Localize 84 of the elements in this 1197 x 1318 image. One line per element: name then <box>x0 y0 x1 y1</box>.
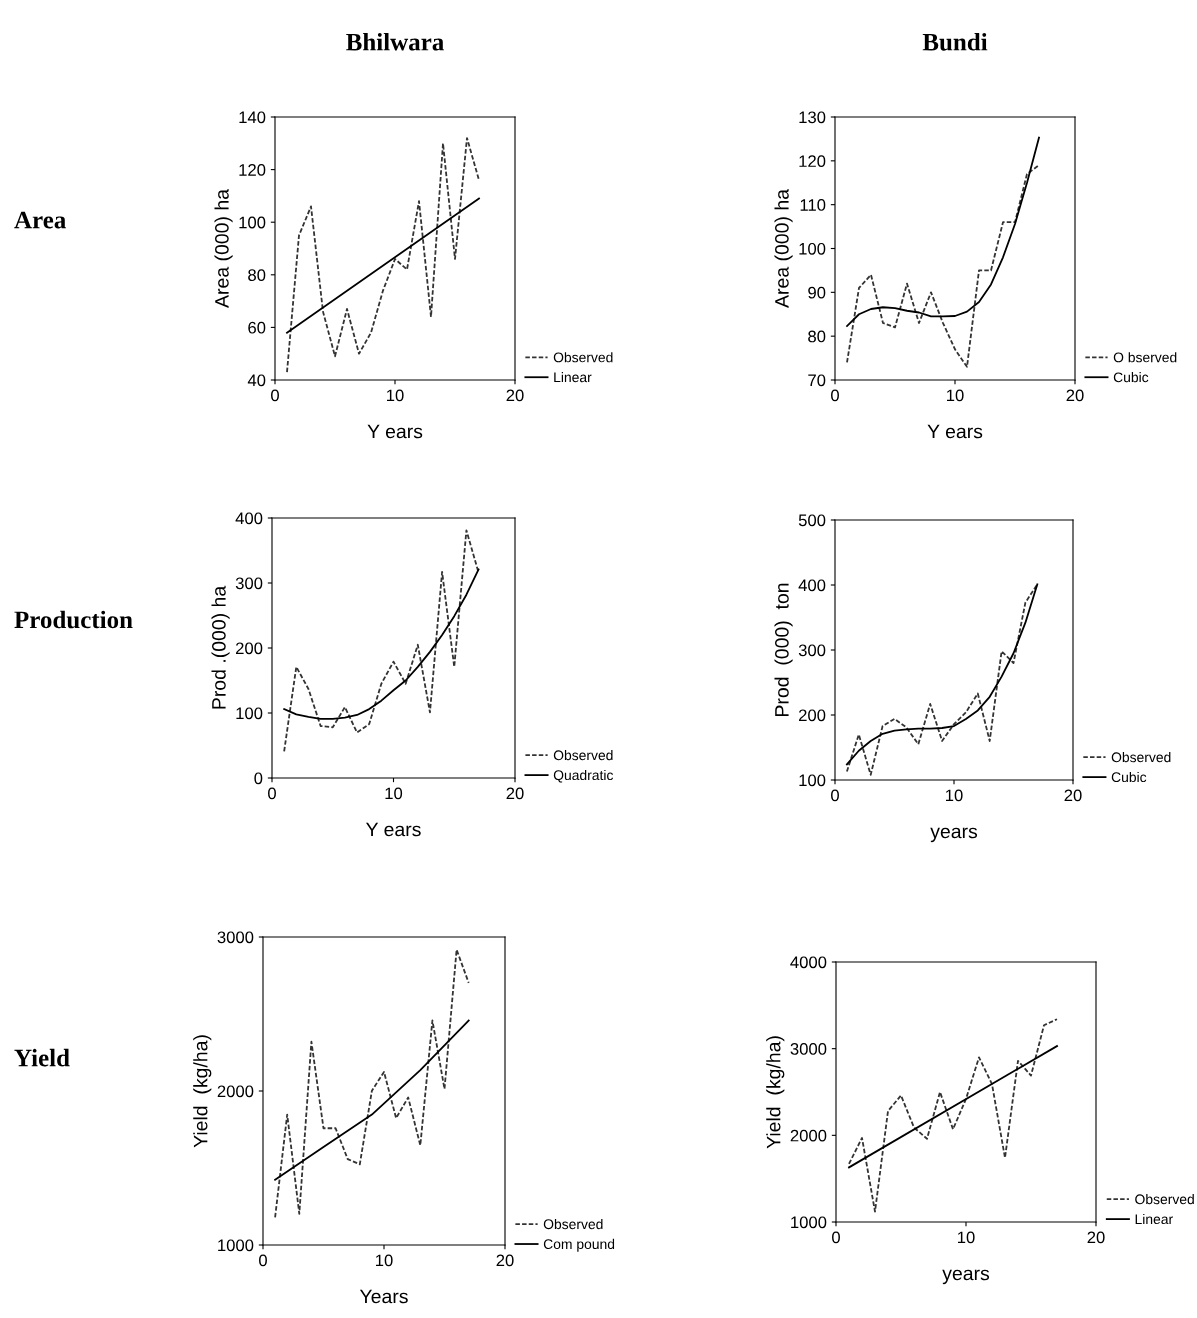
legend-label: Observed <box>553 352 613 363</box>
legend-label: Linear <box>1135 1213 1173 1225</box>
y-tick-label: 100 <box>799 242 826 255</box>
y-tick-label: 200 <box>236 642 263 655</box>
line-series <box>283 529 480 753</box>
line-series <box>848 1018 1058 1213</box>
y-tick-label: 80 <box>248 269 266 281</box>
y-tick-label: 200 <box>799 709 826 722</box>
legend-label: Cubic <box>1113 372 1149 383</box>
y-tick-label: 100 <box>799 774 826 787</box>
y-tick-label: 120 <box>239 164 266 176</box>
legend-label: Cubic <box>1111 771 1147 783</box>
legend-label: O bserved <box>1113 352 1177 363</box>
y-axis-title: Prod (000) ton <box>774 583 793 716</box>
y-axis-title: Area (000) ha <box>214 189 233 308</box>
x-axis-title: Y ears <box>927 424 983 439</box>
x-tick-label: 10 <box>387 389 404 402</box>
legend-label: Observed <box>1135 1194 1194 1205</box>
chart-title: Bhilwara <box>346 32 444 51</box>
x-axis-title: Y ears <box>367 424 423 439</box>
legend-label: Observed <box>1111 752 1171 763</box>
y-tick-label: 2000 <box>790 1129 827 1142</box>
line-series <box>274 1019 470 1181</box>
legend-label: Linear <box>554 372 592 383</box>
y-tick-label: 60 <box>248 321 266 334</box>
legend-label: Observed <box>553 750 613 761</box>
y-tick-label: 90 <box>808 286 826 299</box>
y-tick-label: 100 <box>239 216 266 229</box>
text: Yield <box>14 1048 70 1067</box>
x-tick-label: 20 <box>496 1254 514 1267</box>
y-axis-title: Area (000) ha <box>774 189 793 308</box>
x-tick-label: 20 <box>1066 389 1084 402</box>
y-tick-label: 100 <box>236 707 263 720</box>
y-tick-label: 80 <box>808 330 826 343</box>
line-series <box>286 137 480 374</box>
x-tick-label: 20 <box>1064 789 1082 802</box>
legend-label: Quadratic <box>553 769 614 783</box>
y-tick-label: 500 <box>798 514 826 527</box>
line-series <box>274 948 470 1219</box>
chart-title: Bundi <box>922 32 988 51</box>
y-tick-label: 2000 <box>217 1085 254 1098</box>
y-tick-label: 400 <box>798 579 826 592</box>
y-axis-title: Prod .(000) ha <box>211 585 230 709</box>
x-tick-label: 20 <box>506 389 524 402</box>
y-tick-label: 130 <box>799 111 826 124</box>
x-tick-label: 0 <box>831 789 839 802</box>
x-tick-label: 10 <box>946 789 963 802</box>
y-tick-label: 400 <box>235 512 263 525</box>
y-tick-label: 0 <box>254 772 263 785</box>
y-tick-label: 3000 <box>217 931 254 944</box>
x-tick-label: 10 <box>958 1231 975 1244</box>
x-tick-label: 10 <box>376 1254 393 1267</box>
y-tick-label: 300 <box>235 577 263 590</box>
y-tick-label: 3000 <box>790 1043 827 1055</box>
y-tick-label: 70 <box>808 374 826 387</box>
x-axis-title: years <box>930 827 978 843</box>
line-series <box>283 568 480 720</box>
x-axis-title: years <box>942 1269 990 1285</box>
x-axis-title: Years <box>359 1289 408 1304</box>
x-tick-label: 20 <box>1087 1231 1105 1244</box>
y-axis-title: Yield (kg/ha) <box>193 1035 212 1148</box>
legend-label: Com pound <box>543 1238 615 1252</box>
y-tick-label: 140 <box>239 111 266 124</box>
legend-label: Observed <box>543 1218 603 1230</box>
x-tick-label: 0 <box>831 389 839 402</box>
y-tick-label: 1000 <box>791 1216 827 1229</box>
x-tick-label: 10 <box>385 787 403 800</box>
x-tick-label: 0 <box>271 389 279 402</box>
y-tick-label: 300 <box>798 644 826 657</box>
y-tick-label: 120 <box>799 155 826 168</box>
line-series <box>846 164 1040 368</box>
y-tick-label: 1000 <box>218 1239 254 1252</box>
text: Production <box>14 610 133 629</box>
line-series <box>846 136 1040 327</box>
x-tick-label: 20 <box>506 787 524 800</box>
x-tick-label: 0 <box>268 787 276 800</box>
x-tick-label: 0 <box>832 1231 840 1244</box>
text: Area <box>14 211 66 229</box>
x-tick-label: 10 <box>947 389 964 402</box>
y-tick-label: 4000 <box>790 956 827 969</box>
y-axis-title: Yield (kg/ha) <box>766 1036 785 1149</box>
y-tick-label: 110 <box>800 199 826 211</box>
y-tick-label: 40 <box>247 374 266 387</box>
x-axis-title: Y ears <box>366 822 421 837</box>
